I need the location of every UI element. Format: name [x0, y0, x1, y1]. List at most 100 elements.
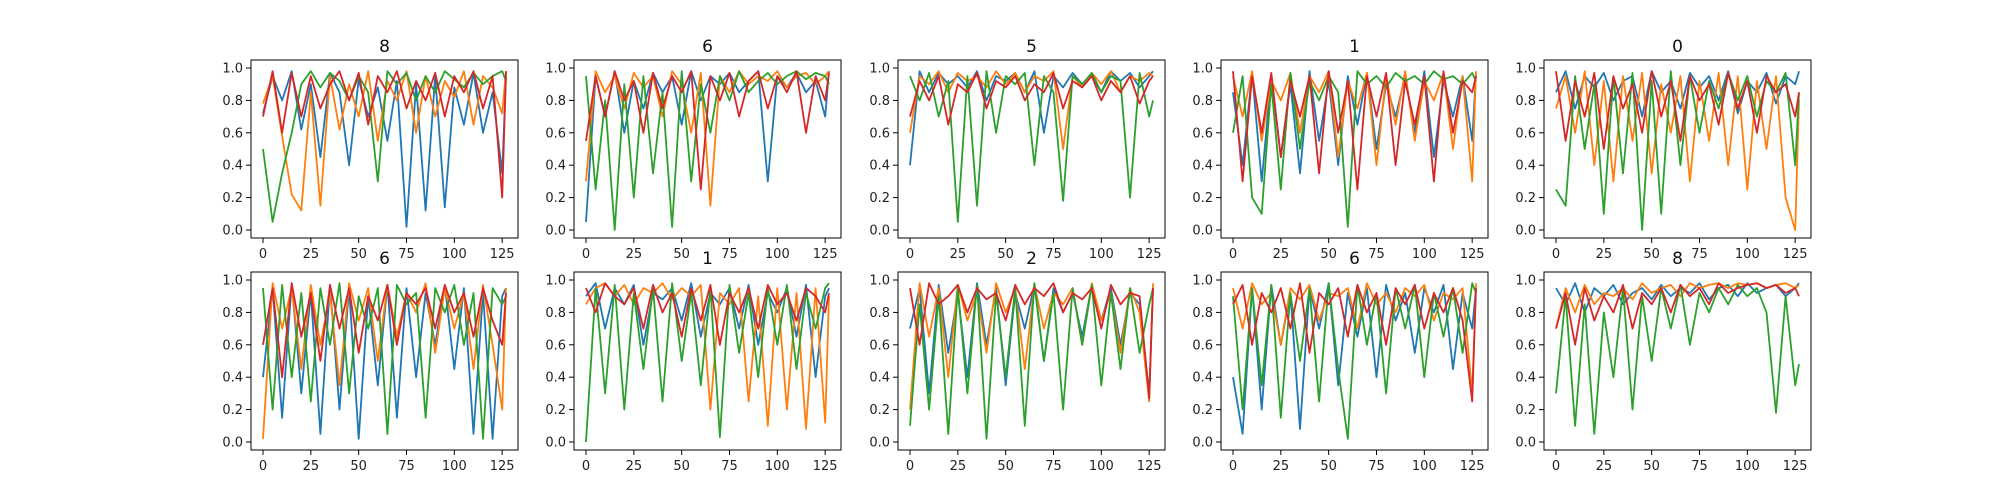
x-tick-label: 0 — [906, 459, 914, 474]
series-line-2 — [585, 70, 830, 207]
subplot-6: 6 0 25 50 75 100 125 0.0 0.2 0.4 0.6 0.8 1.0 — [222, 249, 519, 474]
series-line-4 — [1555, 70, 1800, 150]
series-line-2 — [909, 70, 1154, 150]
y-tick-label: 0.2 — [1192, 403, 1213, 418]
x-tick-label: 75 — [1368, 247, 1385, 262]
x-tick-label: 75 — [1045, 459, 1062, 474]
x-tick-label: 75 — [721, 247, 738, 262]
axes-frame — [1220, 271, 1489, 451]
subplot-title: 6 — [379, 249, 390, 269]
y-tick-label: 0.4 — [1515, 159, 1536, 174]
subplot-title: 0 — [1672, 37, 1683, 57]
x-tick-label: 75 — [398, 459, 415, 474]
x-tick-label: 100 — [1412, 459, 1437, 474]
y-tick-label: 1.0 — [1192, 274, 1213, 289]
x-tick-label: 125 — [1460, 459, 1485, 474]
axes-frame — [573, 271, 842, 451]
x-tick-label: 75 — [1045, 247, 1062, 262]
x-tick-label: 125 — [1460, 247, 1485, 262]
subplot-title: 6 — [702, 37, 713, 57]
y-tick-label: 0.8 — [869, 306, 890, 321]
y-tick-label: 0.4 — [545, 159, 566, 174]
y-tick-label: 0.0 — [545, 435, 566, 450]
x-tick-label: 100 — [1412, 247, 1437, 262]
series-line-4 — [1232, 282, 1477, 403]
y-tick-label: 1.0 — [869, 62, 890, 77]
series-line-4 — [909, 282, 1154, 400]
y-tick-label: 0.0 — [869, 223, 890, 238]
x-tick-label: 0 — [1229, 247, 1237, 262]
y-tick-label: 0.2 — [869, 191, 890, 206]
x-tick-label: 75 — [1368, 459, 1385, 474]
axes-frame — [897, 271, 1166, 451]
y-tick-label: 0.0 — [1515, 223, 1536, 238]
x-tick-label: 75 — [1691, 459, 1708, 474]
y-tick-label: 0.4 — [1515, 371, 1536, 386]
x-tick-label: 50 — [997, 459, 1014, 474]
y-tick-label: 0.6 — [869, 338, 890, 353]
y-tick-label: 0.6 — [222, 126, 243, 141]
series-line-4 — [585, 70, 830, 191]
y-tick-label: 0.2 — [1515, 403, 1536, 418]
y-tick-label: 0.6 — [222, 338, 243, 353]
axes-frame — [250, 271, 519, 451]
x-tick-label: 100 — [765, 459, 790, 474]
x-tick-label: 75 — [1691, 247, 1708, 262]
x-tick-label: 25 — [303, 247, 320, 262]
subplot-5: 0 0 25 50 75 100 125 0.0 0.2 0.4 0.6 0.8 1.0 — [1515, 37, 1812, 262]
x-tick-label: 25 — [1596, 247, 1613, 262]
x-tick-label: 25 — [303, 459, 320, 474]
y-tick-label: 0.6 — [1515, 126, 1536, 141]
subplot-title: 6 — [1349, 249, 1360, 269]
x-tick-label: 50 — [997, 247, 1014, 262]
y-tick-label: 0.0 — [222, 223, 243, 238]
y-tick-label: 0.4 — [869, 159, 890, 174]
subplot-title: 8 — [1672, 249, 1683, 269]
x-tick-label: 50 — [1643, 247, 1660, 262]
y-tick-label: 0.6 — [869, 126, 890, 141]
x-tick-label: 0 — [1552, 247, 1560, 262]
y-tick-label: 1.0 — [545, 274, 566, 289]
subplot-8: 2 0 25 50 75 100 125 0.0 0.2 0.4 0.6 0.8 1.0 — [869, 249, 1166, 474]
x-tick-label: 25 — [1273, 459, 1290, 474]
x-tick-label: 100 — [442, 459, 467, 474]
series-line-2 — [1232, 282, 1477, 395]
series-line-2 — [1232, 70, 1477, 183]
x-tick-label: 125 — [813, 459, 838, 474]
x-tick-label: 50 — [673, 459, 690, 474]
y-tick-label: 0.8 — [1515, 94, 1536, 109]
y-tick-label: 0.8 — [869, 94, 890, 109]
subplot-title: 5 — [1026, 37, 1037, 57]
x-tick-label: 0 — [259, 459, 267, 474]
y-tick-label: 0.0 — [869, 435, 890, 450]
y-tick-label: 0.6 — [545, 126, 566, 141]
y-tick-label: 0.6 — [1192, 126, 1213, 141]
series-line-3 — [262, 282, 507, 440]
x-tick-label: 0 — [1552, 459, 1560, 474]
x-tick-label: 125 — [1783, 459, 1808, 474]
axes-frame — [1543, 271, 1812, 451]
axes-frame — [897, 59, 1166, 239]
series-line-1 — [1555, 70, 1800, 118]
axes-frame — [573, 59, 842, 239]
x-tick-label: 75 — [721, 459, 738, 474]
axes-frame — [250, 59, 519, 239]
x-tick-label: 25 — [1273, 247, 1290, 262]
y-tick-label: 0.0 — [545, 223, 566, 238]
axes-frame — [1543, 59, 1812, 239]
subplot-7: 1 0 25 50 75 100 125 0.0 0.2 0.4 0.6 0.8 1.0 — [545, 249, 842, 474]
y-tick-label: 0.8 — [1515, 306, 1536, 321]
x-tick-label: 0 — [906, 247, 914, 262]
x-tick-label: 50 — [350, 247, 367, 262]
x-tick-label: 100 — [1089, 459, 1114, 474]
subplot-title: 8 — [379, 37, 390, 57]
series-line-3 — [585, 70, 830, 231]
x-tick-label: 125 — [1137, 459, 1162, 474]
y-tick-label: 0.2 — [545, 403, 566, 418]
y-tick-label: 1.0 — [222, 62, 243, 77]
y-tick-label: 0.0 — [1192, 435, 1213, 450]
subplot-9: 6 0 25 50 75 100 125 0.0 0.2 0.4 0.6 0.8 1.0 — [1192, 249, 1489, 474]
series-line-4 — [1555, 282, 1800, 346]
